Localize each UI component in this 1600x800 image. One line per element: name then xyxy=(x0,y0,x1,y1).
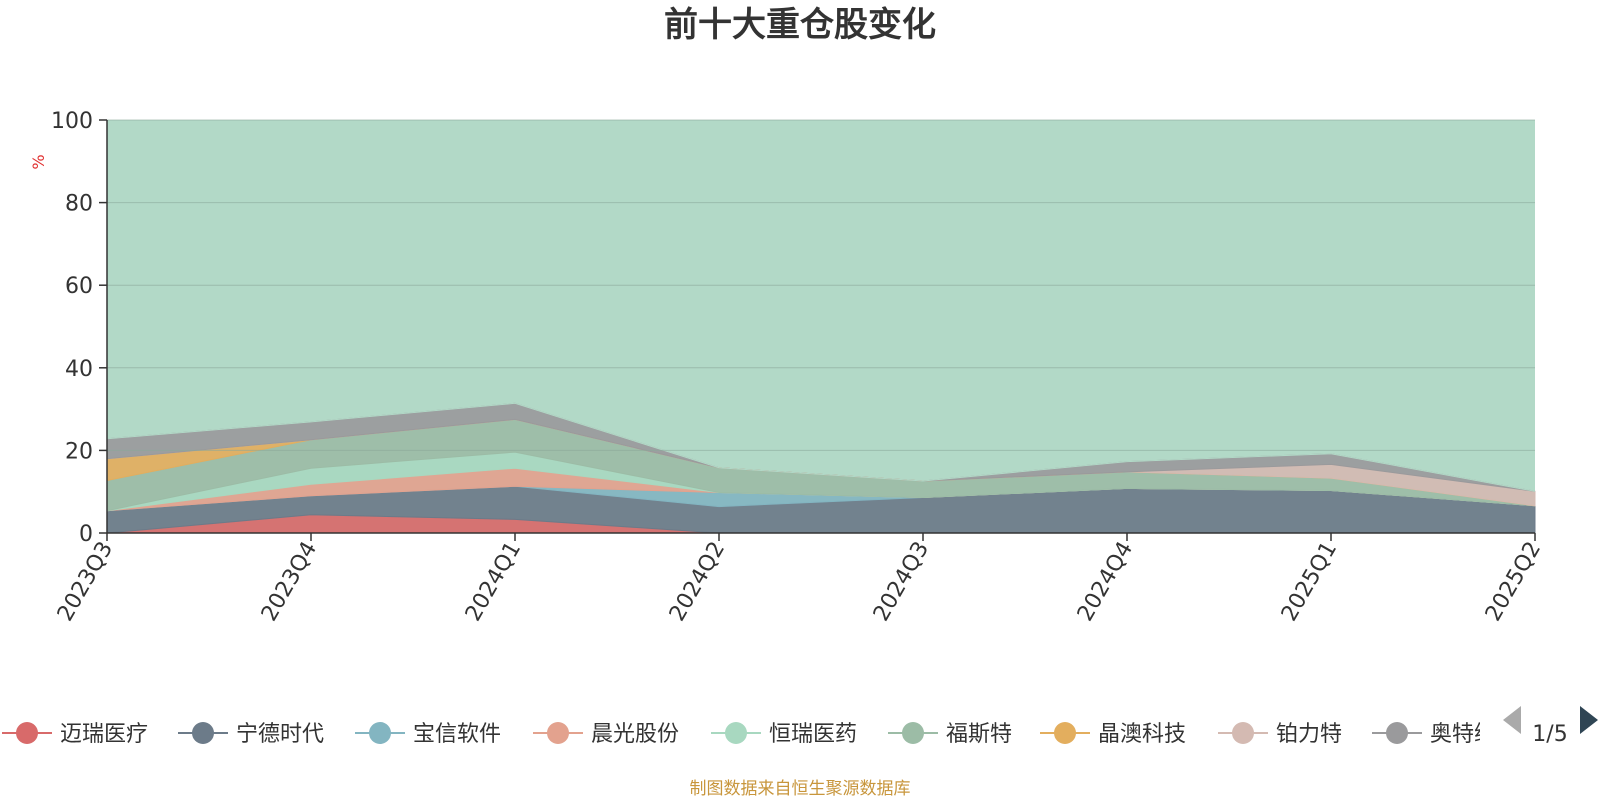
y-tick-label: 80 xyxy=(65,192,93,217)
legend-label: 晶澳科技 xyxy=(1098,722,1186,747)
legend-label: 福斯特 xyxy=(946,722,1012,747)
legend-label: 晨光股份 xyxy=(591,722,679,747)
legend-marker xyxy=(1232,722,1254,744)
legend-marker xyxy=(16,722,38,744)
gridlines xyxy=(107,119,1535,451)
legend-marker xyxy=(1054,722,1076,744)
legend-label: 宁德时代 xyxy=(236,722,324,747)
legend-marker xyxy=(725,722,747,744)
chart-title: 前十大重仓股变化 xyxy=(664,5,936,45)
x-tick-label: 2025Q2 xyxy=(1481,538,1546,626)
area-series-9 xyxy=(106,402,1536,492)
y-axis-ticks: 0 20 40 60 80 100 xyxy=(51,109,107,547)
legend-page-indicator: 1/5 xyxy=(1532,722,1567,747)
legend-marker xyxy=(547,722,569,744)
y-tick-label: 40 xyxy=(65,357,93,382)
legend-label: 恒瑞医药 xyxy=(769,722,857,747)
area-series-group xyxy=(106,402,1536,534)
legend-label: 奥特维 xyxy=(1430,722,1496,747)
legend-item[interactable]: 宁德时代 xyxy=(178,722,324,747)
legend-label: 铂力特 xyxy=(1276,722,1342,747)
legend-item[interactable]: 晶澳科技 xyxy=(1040,722,1186,747)
legend-label: 宝信软件 xyxy=(413,722,501,747)
y-tick-label: 20 xyxy=(65,439,93,464)
axes xyxy=(106,120,1535,534)
x-tick-label: 2025Q1 xyxy=(1277,538,1342,626)
legend-next-icon[interactable] xyxy=(1580,706,1598,734)
y-tick-label: 60 xyxy=(65,274,93,299)
legend-item[interactable]: 迈瑞医疗 xyxy=(2,722,148,747)
legend-marker xyxy=(192,722,214,744)
y-tick-label: 0 xyxy=(79,522,93,547)
x-tick-label: 2024Q3 xyxy=(869,538,934,626)
x-tick-label: 2023Q3 xyxy=(53,538,118,626)
x-axis-ticks: 2023Q3 2023Q4 2024Q1 2024Q2 2024Q3 2024Q4 2025… xyxy=(53,533,1546,626)
data-source-note: 制图数据来自恒生聚源数据库 xyxy=(690,779,911,799)
legend-item[interactable]: 晨光股份 xyxy=(533,722,679,747)
legend: 迈瑞医疗宁德时代宝信软件晨光股份恒瑞医药福斯特晶澳科技铂力特奥特维国电南瑞 xyxy=(2,722,1496,747)
x-tick-label: 2024Q4 xyxy=(1073,538,1138,626)
x-tick-label: 2023Q4 xyxy=(257,538,322,626)
legend-label: 迈瑞医疗 xyxy=(60,722,148,747)
y-axis-unit-label: % xyxy=(29,154,48,169)
legend-marker xyxy=(369,722,391,744)
legend-item[interactable]: 福斯特 xyxy=(888,722,1012,747)
legend-marker xyxy=(902,722,924,744)
legend-item[interactable]: 宝信软件 xyxy=(355,722,501,747)
x-tick-label: 2024Q1 xyxy=(461,538,526,626)
legend-item[interactable]: 铂力特 xyxy=(1218,722,1342,747)
legend-marker xyxy=(1386,722,1408,744)
x-tick-label: 2024Q2 xyxy=(665,538,730,626)
legend-prev-icon[interactable] xyxy=(1503,706,1521,734)
legend-pager: 1/5 xyxy=(1503,706,1598,747)
legend-item[interactable]: 恒瑞医药 xyxy=(711,722,857,747)
y-tick-label: 100 xyxy=(51,109,93,134)
legend-item[interactable]: 奥特维 xyxy=(1372,722,1496,747)
